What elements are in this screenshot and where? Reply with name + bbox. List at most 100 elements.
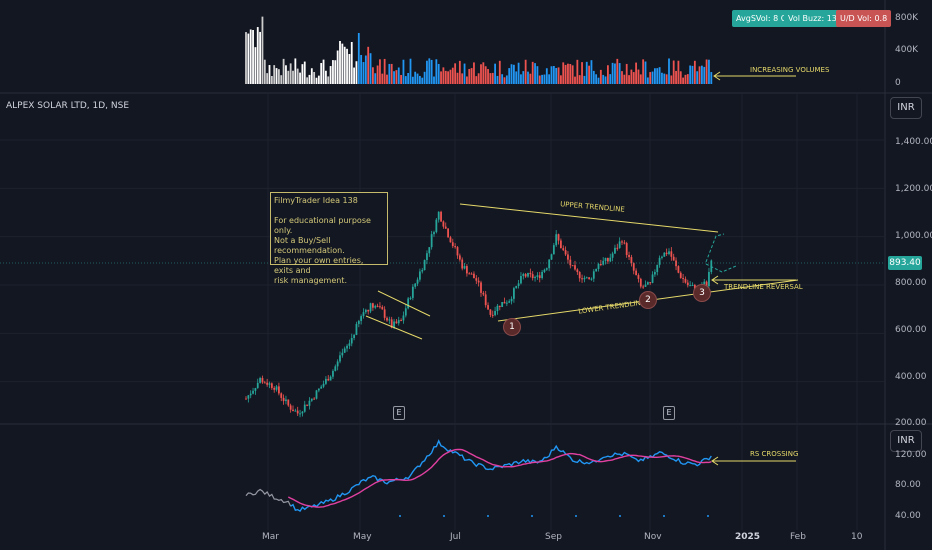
candle-body: [637, 275, 640, 279]
volume-bar: [548, 74, 551, 84]
rs-axis-80: 80.00: [895, 480, 921, 490]
rs-currency-button[interactable]: INR: [890, 430, 922, 452]
candle-body: [496, 305, 499, 312]
volume-bar: [310, 68, 313, 84]
candle-body: [569, 259, 572, 266]
volume-bar: [710, 72, 713, 84]
price-axis-400: 400.00: [895, 372, 927, 382]
x-axis-sep: Sep: [545, 532, 562, 542]
volume-bar: [376, 65, 379, 84]
candle-body: [588, 277, 590, 279]
candle-body: [684, 278, 687, 283]
candle-body: [578, 272, 581, 279]
candle-body: [256, 382, 259, 389]
volume-bar: [301, 64, 304, 84]
volume-bar: [456, 72, 459, 84]
volume-bar: [480, 64, 482, 84]
reversal-arrow-head: [711, 275, 719, 285]
volume-bar: [538, 75, 541, 84]
candle-body: [548, 259, 551, 269]
candle-body: [339, 355, 341, 362]
volume-bar: [703, 66, 706, 84]
candle-body: [686, 282, 689, 286]
candle-body: [350, 338, 353, 344]
touch-point-2: 2: [639, 291, 657, 309]
candle-body: [661, 256, 663, 258]
volume-bar: [395, 70, 398, 84]
volume-bar: [261, 16, 264, 85]
ud-vol-badge: U/D Vol: 0.8: [836, 10, 892, 27]
volume-bar: [498, 60, 501, 84]
volume-bar: [496, 75, 499, 84]
volume-bar: [517, 62, 520, 84]
volume-bar: [597, 77, 600, 84]
earnings-marker[interactable]: E: [393, 406, 405, 420]
candle-body: [621, 241, 623, 243]
candle-body: [289, 405, 292, 410]
candle-body: [388, 319, 391, 321]
candle-body: [574, 265, 576, 270]
volume-bar: [578, 75, 581, 84]
volume-bar: [489, 73, 492, 84]
volume-bar: [651, 71, 654, 84]
candle-body: [515, 285, 518, 289]
volume-bar: [682, 77, 684, 84]
candle-body: [435, 219, 438, 233]
x-axis-may: May: [353, 532, 372, 542]
volume-bar: [273, 65, 276, 84]
volume-bar: [256, 27, 259, 84]
candle-body: [322, 383, 325, 387]
volume-bar: [661, 72, 663, 84]
x-axis-nov: Nov: [644, 532, 662, 542]
volume-bar: [649, 72, 652, 84]
candle-body: [343, 348, 346, 353]
volume-bar: [390, 63, 393, 84]
candle-body: [623, 242, 626, 244]
price-axis-800: 800.00: [895, 278, 927, 288]
candle-body: [705, 281, 708, 287]
chart-title: ALPEX SOLAR LTD, 1D, NSE: [6, 101, 130, 111]
volume-bar: [275, 68, 278, 84]
candle-body: [266, 382, 269, 385]
volume-bar: [346, 48, 348, 84]
volume-bar: [628, 75, 630, 84]
volume-bar: [616, 58, 619, 84]
earnings-marker[interactable]: E: [663, 406, 675, 420]
volume-bar: [534, 63, 536, 84]
candle-body: [689, 285, 692, 287]
volume-bar: [693, 60, 696, 84]
rs-marker: [663, 515, 665, 517]
candle-body: [498, 305, 501, 307]
avg-vol-badge: AvgSVol: 8 Cr: [732, 10, 794, 27]
candle-body: [444, 226, 447, 229]
volume-bar: [644, 61, 647, 84]
candle-body: [658, 257, 661, 265]
volume-bar: [611, 62, 614, 84]
candle-body: [576, 269, 579, 273]
volume-bar: [686, 74, 689, 84]
volume-bar: [614, 63, 616, 84]
volume-bar: [426, 60, 428, 84]
volume-bar: [520, 74, 522, 84]
volume-bar: [313, 71, 316, 84]
volume-bar: [341, 43, 344, 84]
price-currency-button[interactable]: INR: [890, 97, 922, 119]
price-axis-1000: 1,000.00: [895, 231, 932, 241]
x-axis-mar: Mar: [262, 532, 279, 542]
candle-body: [480, 282, 482, 293]
volume-bar: [329, 66, 332, 84]
candle-body: [263, 382, 266, 384]
volume-bar: [419, 75, 421, 84]
candle-body: [491, 314, 494, 316]
candle-body: [327, 378, 330, 381]
candle-body: [677, 266, 680, 273]
candle-body: [275, 386, 278, 390]
candle-body: [484, 294, 487, 306]
volume-bar: [383, 58, 386, 84]
volume-bar: [656, 68, 659, 84]
volume-bar: [550, 66, 553, 84]
candle-body: [670, 251, 673, 257]
candle-body: [336, 361, 339, 367]
volume-bar: [282, 58, 285, 84]
